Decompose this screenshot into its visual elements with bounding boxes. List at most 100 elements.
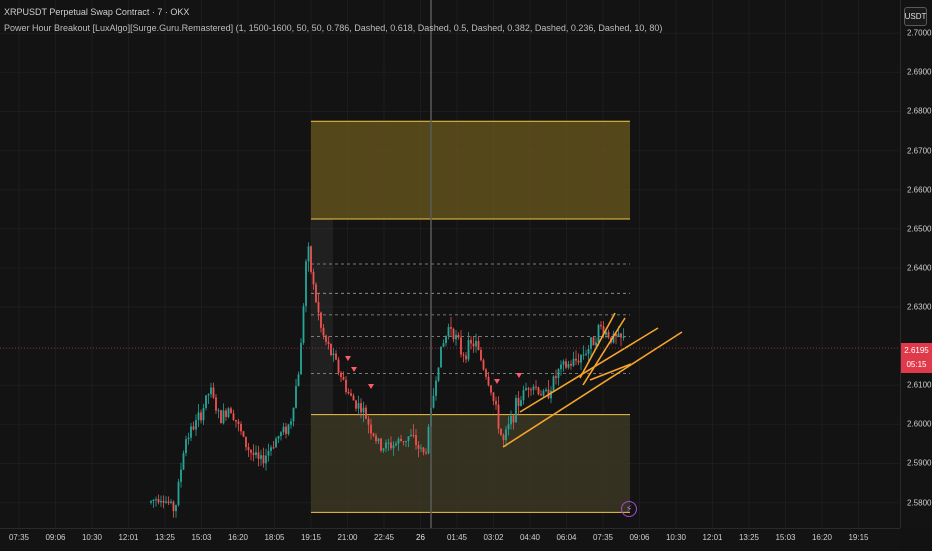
chart-area[interactable]: XRPUSDT Perpetual Swap Contract · 7 · OK… (0, 0, 900, 528)
candle-body (257, 452, 260, 459)
candle-body (477, 340, 480, 350)
symbol-legend[interactable]: XRPUSDT Perpetual Swap Contract · 7 · OK… (4, 7, 190, 17)
candle-body (187, 437, 190, 440)
candle-body (222, 410, 225, 424)
candle-body (260, 455, 262, 459)
candle-body (502, 435, 505, 441)
trendline (589, 363, 632, 381)
candle-body (322, 327, 325, 336)
candle-body (212, 387, 215, 398)
candle-body (385, 442, 387, 449)
candle-body (442, 343, 445, 347)
price-tick: 2.6400 (907, 263, 932, 273)
time-tick: 07:35 (592, 533, 614, 542)
time-tick: 07:35 (8, 533, 30, 542)
candle-body (410, 434, 412, 437)
candle-body (510, 415, 512, 425)
candle-body (247, 447, 250, 451)
indicator-legend[interactable]: Power Hour Breakout [LuxAlgo][Surge.Guru… (4, 23, 663, 33)
time-tick: 13:25 (154, 533, 176, 542)
candle-body (292, 407, 295, 422)
price-chart[interactable] (0, 0, 900, 528)
candle-body (325, 335, 327, 342)
candle-body (620, 333, 622, 338)
candle-body (192, 426, 195, 430)
trendline (519, 327, 659, 413)
candle-body (370, 424, 372, 434)
currency-button[interactable]: USDT (904, 7, 927, 26)
sell-signal-marker (494, 379, 500, 384)
candle-body (522, 390, 525, 401)
lightning-icon[interactable]: ⚡ (621, 501, 637, 517)
candle-body (365, 407, 367, 419)
candle-body (565, 361, 567, 368)
candle-body (195, 419, 197, 430)
sell-signal-marker (351, 367, 357, 372)
candle-body (505, 429, 507, 441)
sell-signal-marker (516, 373, 522, 378)
candle-body (312, 271, 315, 285)
candle-body (555, 376, 557, 379)
candle-body (290, 421, 292, 425)
candle-body (230, 408, 232, 414)
candle-body (267, 450, 270, 456)
candle-body (157, 499, 160, 503)
candle-body (542, 390, 545, 396)
time-tick: 04:40 (519, 533, 541, 542)
time-tick: 16:20 (811, 533, 833, 542)
candle-body (207, 394, 210, 396)
candle-body (150, 501, 152, 503)
current-price-tag: 2.6195 05:15 (901, 343, 932, 373)
time-tick: 10:30 (81, 533, 103, 542)
candle-body (270, 447, 272, 451)
candle-body (165, 501, 167, 503)
candle-body (570, 363, 572, 366)
candle-body (480, 349, 482, 361)
candle-body (220, 410, 222, 424)
candle-body (405, 440, 407, 443)
candle-body (467, 339, 470, 360)
candle-body (512, 415, 515, 423)
candle-body (217, 410, 220, 412)
candle-body (175, 505, 177, 512)
time-tick: 22:45 (373, 533, 395, 542)
candle-body (580, 354, 582, 363)
candle-body (397, 438, 400, 444)
candle-body (350, 393, 352, 396)
candle-body (507, 424, 510, 430)
candle-body (382, 448, 385, 451)
sell-signal-marker (368, 384, 374, 389)
high-zone (311, 121, 630, 220)
candle-body (485, 369, 487, 377)
candle-body (280, 432, 282, 437)
sell-signal-marker (345, 356, 351, 361)
candle-body (562, 361, 565, 365)
candle-body (422, 447, 425, 453)
candle-body (602, 326, 605, 335)
time-axis[interactable]: 07:35 09:06 10:30 12:01 13:25 15:03 16:20 18:05… (0, 528, 900, 551)
candle-body (155, 499, 157, 501)
candle-body (170, 501, 172, 504)
candle-body (152, 499, 155, 502)
candle-body (347, 391, 350, 394)
price-tick: 2.5800 (907, 498, 932, 508)
candle-body (545, 389, 547, 391)
candle-body (265, 455, 267, 464)
candle-body (540, 394, 542, 396)
candle-body (440, 346, 442, 368)
candle-body (335, 353, 337, 360)
candle-body (577, 360, 580, 363)
candle-body (585, 353, 587, 355)
candle-body (465, 355, 467, 360)
price-axis[interactable]: 2.7000 2.6900 2.6800 2.6700 2.6600 2.6500 2.64… (900, 0, 932, 528)
candle-body (357, 403, 360, 409)
candle-body (372, 433, 375, 436)
candle-body (162, 500, 165, 503)
candle-body (600, 324, 602, 327)
price-tick: 2.6900 (907, 67, 932, 77)
candle-body (487, 376, 490, 386)
time-tick: 19:15 (300, 533, 322, 542)
candle-body (520, 400, 522, 406)
candle-body (582, 354, 585, 356)
candle-body (617, 333, 620, 337)
